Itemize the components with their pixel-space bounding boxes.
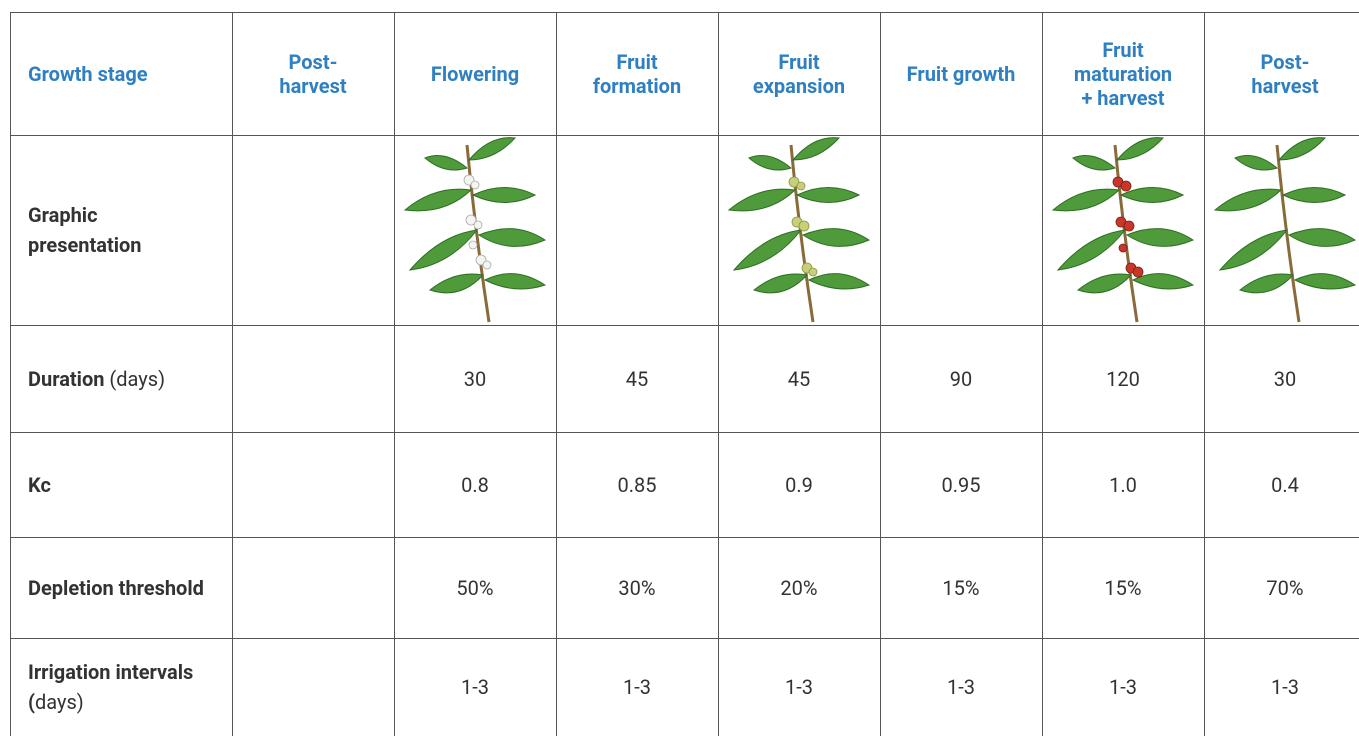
value-cell: 1-3 <box>784 675 813 699</box>
column-border <box>880 12 881 736</box>
header-text: Growth stage <box>28 61 148 86</box>
header-cell: Fruit maturation + harvest <box>1042 12 1204 135</box>
header-text: Fruit <box>1102 37 1144 62</box>
value-cell: 30% <box>618 575 656 600</box>
row-border <box>10 135 1359 136</box>
value-cell: 20% <box>780 575 818 600</box>
value-cell: 45 <box>625 366 649 391</box>
column-border <box>1204 12 1205 736</box>
column-border <box>232 12 233 736</box>
row-label: Depletion threshold <box>10 537 232 638</box>
value-cell: 30 <box>463 366 487 391</box>
header-cell: Flowering <box>394 12 556 135</box>
value-cell: 1-3 <box>946 675 975 699</box>
header-cell: Fruit growth <box>880 12 1042 135</box>
header-text: maturation <box>1073 61 1173 86</box>
row-border <box>10 432 1359 433</box>
value-cell: 50% <box>456 575 494 600</box>
header-cell: Growth stage <box>10 12 232 135</box>
value-cell: 1-3 <box>622 675 651 699</box>
column-border <box>394 12 395 736</box>
header-cell: Fruit expansion <box>718 12 880 135</box>
column-border <box>1042 12 1043 736</box>
row-label: Irrigation intervals (days) <box>10 638 232 736</box>
row-border <box>10 537 1359 538</box>
row-label: Graphic presentation <box>10 135 232 325</box>
value-cell: 0.95 <box>941 472 981 497</box>
value-cell: 0.9 <box>785 472 813 497</box>
column-border <box>10 12 11 736</box>
row-label-bold: Irrigation intervals ( <box>28 660 194 714</box>
header-text: Fruit <box>778 49 820 74</box>
row-label-text: Graphic presentation <box>28 200 213 260</box>
value-cell: 1-3 <box>1108 675 1137 699</box>
column-border <box>556 12 557 736</box>
header-text: + harvest <box>1081 85 1165 110</box>
row-label: Duration (days) <box>10 325 232 432</box>
row-label-bold: Duration <box>28 366 105 391</box>
header-text: Fruit growth <box>906 61 1016 86</box>
row-border <box>10 325 1359 326</box>
value-cell: 120 <box>1106 366 1140 391</box>
row-label-text: Duration (days) <box>28 364 165 394</box>
value-cell: 90 <box>949 366 973 391</box>
row-label-unit: days) <box>35 690 84 714</box>
header-text: Fruit <box>616 49 658 74</box>
header-text: harvest <box>279 73 347 98</box>
row-border <box>10 638 1359 639</box>
row-label: Kc <box>10 432 232 537</box>
header-text: Post- <box>288 49 338 74</box>
value-cell: 0.85 <box>617 472 657 497</box>
header-text: formation <box>592 73 682 98</box>
header-cell: Post-harvest <box>1204 12 1359 135</box>
header-text: Flowering <box>430 61 520 86</box>
row-label-unit: (days) <box>104 366 166 391</box>
value-cell: 1-3 <box>460 675 489 699</box>
row-label-text: Depletion threshold <box>28 573 204 603</box>
header-text: harvest <box>1251 73 1319 98</box>
value-cell: 15% <box>942 575 980 600</box>
value-cell: 15% <box>1104 575 1142 600</box>
column-border <box>718 12 719 736</box>
row-label-bold: Graphic presentation <box>28 203 142 257</box>
value-cell: 45 <box>787 366 811 391</box>
value-cell: 0.4 <box>1271 472 1299 497</box>
row-label-text: Irrigation intervals (days) <box>28 657 213 717</box>
row-border <box>10 12 1359 13</box>
header-cell: Post-harvest <box>232 12 394 135</box>
row-label-bold: Depletion threshold <box>28 575 204 600</box>
header-text: expansion <box>752 73 846 98</box>
value-cell: 0.8 <box>461 472 489 497</box>
header-cell: Fruit formation <box>556 12 718 135</box>
value-cell: 1-3 <box>1270 675 1299 699</box>
value-cell: 30 <box>1273 366 1297 391</box>
row-label-text: Kc <box>28 470 51 500</box>
value-cell: 1.0 <box>1109 472 1137 497</box>
value-cell: 70% <box>1266 575 1304 600</box>
row-label-bold: Kc <box>28 472 51 497</box>
header-text: Post- <box>1260 49 1310 74</box>
